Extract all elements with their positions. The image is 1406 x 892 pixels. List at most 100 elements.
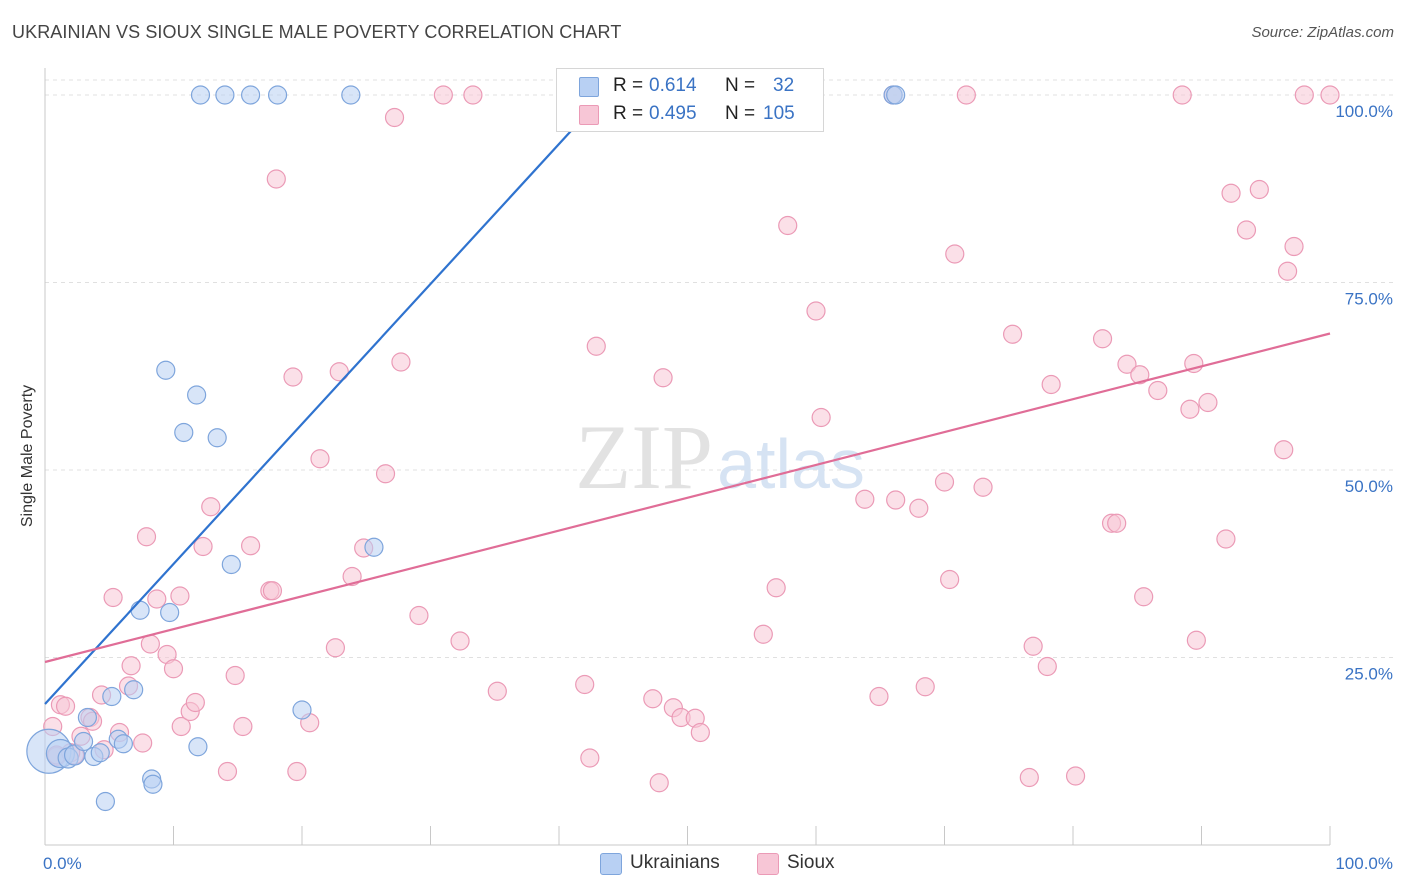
ukrainian-point (364, 537, 384, 557)
sioux-point (956, 85, 976, 105)
sioux-point (934, 472, 955, 492)
sioux-point (753, 624, 773, 644)
sioux-point (342, 566, 362, 587)
sioux-point (384, 107, 405, 128)
correlation-legend: R = 0.614 N = 32 R = 0.495 N = 105 (556, 68, 824, 132)
sioux-point (266, 169, 286, 189)
sioux-point (55, 696, 76, 716)
sioux-point (233, 716, 253, 737)
axes (44, 68, 1331, 846)
sioux-point (136, 527, 157, 547)
y-tick-label: 25.0% (1345, 665, 1393, 684)
r-label: R = (613, 75, 644, 96)
ukrainian-point (124, 680, 144, 700)
sioux-point (869, 686, 889, 707)
sioux-point (806, 301, 826, 321)
ukrainian-point (241, 85, 261, 105)
sioux-point (262, 581, 283, 601)
sioux-point (1107, 513, 1127, 533)
sioux-point (586, 336, 606, 356)
sioux-point (886, 490, 906, 510)
sioux-point (1320, 85, 1340, 105)
x-tick-label: 100.0% (1335, 854, 1393, 873)
sioux-point (778, 215, 798, 236)
sioux-point (433, 85, 453, 105)
sioux-point (329, 362, 349, 382)
sioux-point (1041, 374, 1061, 395)
sioux-point (1023, 636, 1043, 656)
ukrainian-point (190, 85, 211, 105)
sioux-point (310, 449, 330, 469)
sioux-point (1274, 440, 1294, 460)
sioux-point (1148, 380, 1168, 401)
n-label: N = (725, 75, 756, 96)
ukrainian-point (156, 360, 176, 380)
ukrainian-point (215, 85, 235, 105)
sioux-point (1092, 329, 1113, 349)
sioux-point (580, 748, 600, 768)
sioux-point (1294, 85, 1314, 105)
source-label: Source: ZipAtlas.com (1251, 24, 1394, 41)
sioux-point (121, 656, 141, 676)
ukrainian-point (886, 85, 906, 105)
sioux-point (1221, 183, 1241, 203)
sioux-point (811, 407, 831, 428)
sioux-point (163, 659, 184, 679)
sioux-point (973, 477, 993, 497)
x-tick-label: 0.0% (43, 854, 82, 873)
sioux-point (283, 367, 303, 387)
sioux-point (287, 761, 307, 782)
sioux-point (1198, 392, 1218, 413)
sioux-point (325, 638, 346, 658)
ukrainian-point (143, 774, 163, 794)
sioux-point (1134, 587, 1154, 607)
sioux-point (185, 692, 205, 713)
sioux-point (171, 716, 191, 737)
ukrainian-point (95, 791, 115, 812)
tick-labels: 25.0% 50.0% 75.0% 100.0% 0.0% 100.0% (43, 102, 1393, 873)
sioux-swatch (579, 105, 599, 125)
sioux-point (391, 352, 411, 372)
sioux-point (193, 536, 213, 557)
sioux-point (1284, 236, 1304, 257)
ukrainian-point (188, 737, 208, 757)
sioux-point (225, 665, 245, 686)
n-label: N = (725, 103, 756, 124)
sioux-point (1019, 767, 1039, 788)
legend-row-ukrainians: R = 0.614 N = 32 (557, 72, 823, 100)
sioux-point (1277, 261, 1298, 281)
chart-title: UKRAINIAN VS SIOUX SINGLE MALE POVERTY C… (12, 22, 622, 42)
y-tick-label: 50.0% (1345, 477, 1393, 496)
sioux-legend-swatch (757, 853, 779, 875)
ukrainian-point (73, 731, 94, 752)
sioux-point (409, 605, 429, 626)
sioux-point (1216, 529, 1236, 549)
ukrainian-point (90, 743, 110, 763)
sioux-point (1003, 324, 1023, 344)
r-label: R = (613, 103, 644, 124)
sioux-point (690, 722, 710, 743)
sioux-point (1186, 630, 1206, 650)
sioux-point (1037, 656, 1057, 677)
sioux-point (1172, 85, 1192, 105)
ukrainians-legend-swatch (600, 853, 622, 875)
sioux-point (1117, 354, 1137, 374)
ukrainians-swatch (579, 77, 599, 97)
sioux-point (909, 498, 929, 518)
sioux-point (855, 489, 875, 509)
ukrainian-point (174, 422, 194, 443)
sioux-point (147, 589, 167, 609)
ukrainians-legend-label: Ukrainians (630, 852, 720, 873)
sioux-point (575, 674, 595, 695)
r-value: 0.614 (649, 75, 697, 96)
sioux-point (1249, 179, 1269, 200)
n-value: 105 (763, 103, 795, 124)
sioux-point (1180, 399, 1200, 419)
sioux-point (450, 631, 470, 651)
ukrainian-point (130, 600, 150, 620)
ukrainian-point (221, 554, 241, 575)
sioux-point (1065, 766, 1086, 786)
sioux-point (487, 681, 507, 701)
y-tick-label: 100.0% (1335, 102, 1393, 121)
